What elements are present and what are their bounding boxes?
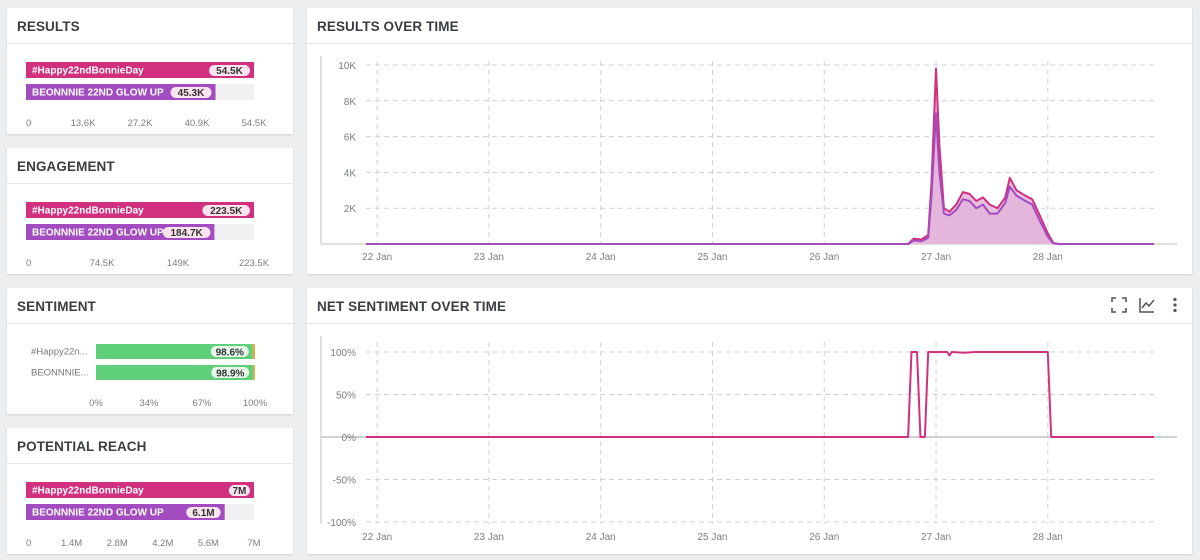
potential-reach-title: POTENTIAL REACH <box>7 428 293 464</box>
x-tick-label: 24 Jan <box>586 252 616 263</box>
results-bar-chart: #Happy22ndBonnieDay 54.5K BEONNNIE 22ND GL… <box>26 62 267 129</box>
sentiment-row-label: #Happy22n... <box>31 347 88 358</box>
sentiment-value-pill <box>210 346 249 357</box>
sentiment-card: SENTIMENT #Happy22n... 98.6% BEONNNIE... 98… <box>7 288 293 414</box>
engagement-tick-label: 223.5K <box>239 258 270 269</box>
x-tick-label: 22 Jan <box>362 252 392 263</box>
y-tick-label: 100% <box>330 348 356 359</box>
reach-bar-label: BEONNNIE 22ND GLOW UP <box>32 508 164 519</box>
y-tick-label: 8K <box>344 97 357 108</box>
results-value-label: 54.5K <box>216 66 243 77</box>
sentiment-tick-label: 34% <box>139 398 159 409</box>
potential-reach-bar-chart: #Happy22ndBonnieDay 7M BEONNNIE 22ND GLOW … <box>26 482 261 549</box>
x-tick-label: 26 Jan <box>809 252 839 263</box>
reach-tick-label: 4.2M <box>152 538 173 549</box>
sentiment-negative-bar <box>252 344 255 359</box>
results-tick-label: 27.2K <box>128 118 153 129</box>
y-tick-label: 10K <box>338 61 356 72</box>
results-tick-label: 54.5K <box>242 118 267 129</box>
engagement-tick-label: 74.5K <box>90 258 115 269</box>
sentiment-value-pill <box>211 367 250 378</box>
x-tick-label: 23 Jan <box>474 532 504 543</box>
results-over-time-card: RESULTS OVER TIME 22 Jan 23 Jan 24 Jan 25 J… <box>307 8 1192 274</box>
sentiment-tick-label: 67% <box>192 398 212 409</box>
x-tick-label: 23 Jan <box>474 252 504 263</box>
line-chart-icon[interactable] <box>1138 296 1156 314</box>
potential-reach-card: POTENTIAL REACH #Happy22ndBonnieDay 7M BEO… <box>7 428 293 554</box>
engagement-title: ENGAGEMENT <box>7 148 293 184</box>
engagement-card: ENGAGEMENT #Happy22ndBonnieDay 223.5K BEON… <box>7 148 293 274</box>
results-value-pill <box>209 65 250 76</box>
reach-tick-label: 2.8M <box>107 538 128 549</box>
net-sentiment-title: NET SENTIMENT OVER TIME <box>307 288 1192 324</box>
engagement-tick-label: 149K <box>167 258 190 269</box>
reach-value-label: 7M <box>232 486 246 497</box>
reach-bar-label: #Happy22ndBonnieDay <box>32 486 144 497</box>
x-tick-label: 28 Jan <box>1033 252 1063 263</box>
y-tick-label: 2K <box>344 204 357 215</box>
sentiment-tick-label: 100% <box>243 398 268 409</box>
engagement-tick-label: 0 <box>26 258 31 269</box>
y-tick-label: -100% <box>327 518 356 529</box>
x-tick-label: 26 Jan <box>809 532 839 543</box>
results-bar <box>26 62 254 78</box>
reach-bar <box>26 482 254 498</box>
engagement-value-pill <box>202 205 250 216</box>
y-tick-label: 50% <box>336 391 356 402</box>
reach-value-pill <box>186 507 221 518</box>
expand-icon[interactable] <box>1110 296 1128 314</box>
sentiment-title: SENTIMENT <box>7 288 293 324</box>
series-line <box>366 351 1154 438</box>
engagement-bar-chart: #Happy22ndBonnieDay 223.5K BEONNNIE 22ND G… <box>26 202 270 269</box>
reach-bar <box>26 504 225 520</box>
results-tick-label: 13.6K <box>71 118 96 129</box>
results-bar-label: #Happy22ndBonnieDay <box>32 66 144 77</box>
results-over-time-title: RESULTS OVER TIME <box>307 8 1192 44</box>
sentiment-value-label: 98.9% <box>216 369 244 380</box>
reach-tick-label: 5.6M <box>198 538 219 549</box>
reach-value-pill <box>228 485 250 496</box>
results-value-label: 45.3K <box>178 88 205 99</box>
sentiment-tick-label: 0% <box>89 398 103 409</box>
series-area <box>366 68 1154 244</box>
sentiment-value-label: 98.6% <box>216 348 244 359</box>
results-bar <box>26 84 216 100</box>
x-tick-label: 25 Jan <box>697 532 727 543</box>
engagement-value-label: 184.7K <box>170 228 203 239</box>
results-title: RESULTS <box>7 8 293 44</box>
results-card: RESULTS #Happy22ndBonnieDay 54.5K BEONNNIE… <box>7 8 293 134</box>
reach-tick-label: 7M <box>247 538 260 549</box>
results-bar-label: BEONNNIE 22ND GLOW UP <box>32 88 164 99</box>
sentiment-row-label: BEONNNIE... <box>31 368 89 379</box>
results-tick-label: 40.9K <box>185 118 210 129</box>
sentiment-bar-chart: #Happy22n... 98.6% BEONNNIE... 98.9% 0% 34% 67… <box>31 344 268 409</box>
x-tick-label: 24 Jan <box>586 532 616 543</box>
x-tick-label: 28 Jan <box>1033 532 1063 543</box>
results-tick-label: 0 <box>26 118 31 129</box>
more-vert-icon[interactable] <box>1166 296 1184 314</box>
reach-tick-label: 0 <box>26 538 31 549</box>
results-over-time-chart: 22 Jan 23 Jan 24 Jan 25 Jan 26 Jan 27 Jan 28 J… <box>320 56 1177 263</box>
y-tick-label: 0% <box>342 433 357 444</box>
engagement-value-pill <box>162 227 211 238</box>
engagement-value-label: 223.5K <box>210 206 243 217</box>
reach-value-label: 6.1M <box>192 508 214 519</box>
series-line <box>366 112 1154 245</box>
sentiment-negative-bar <box>253 365 255 380</box>
engagement-bar-label: #Happy22ndBonnieDay <box>32 206 144 217</box>
results-value-pill <box>170 87 212 98</box>
engagement-bar-label: BEONNNIE 22ND GLOW UP <box>32 228 164 239</box>
reach-tick-label: 1.4M <box>61 538 82 549</box>
y-tick-label: 6K <box>344 133 357 144</box>
x-tick-label: 27 Jan <box>921 532 951 543</box>
x-tick-label: 27 Jan <box>921 252 951 263</box>
chart-toolbar <box>1110 296 1184 314</box>
engagement-bar <box>26 202 254 218</box>
y-tick-label: 4K <box>344 168 357 179</box>
x-tick-label: 22 Jan <box>362 532 392 543</box>
net-sentiment-card: NET SENTIMENT OVER TIME 22 Jan 23 Jan 24 J… <box>307 288 1192 554</box>
x-tick-label: 25 Jan <box>697 252 727 263</box>
y-tick-label: -50% <box>333 476 356 487</box>
net-sentiment-chart: 22 Jan 23 Jan 24 Jan 25 Jan 26 Jan 27 Jan 28 J… <box>320 336 1177 543</box>
